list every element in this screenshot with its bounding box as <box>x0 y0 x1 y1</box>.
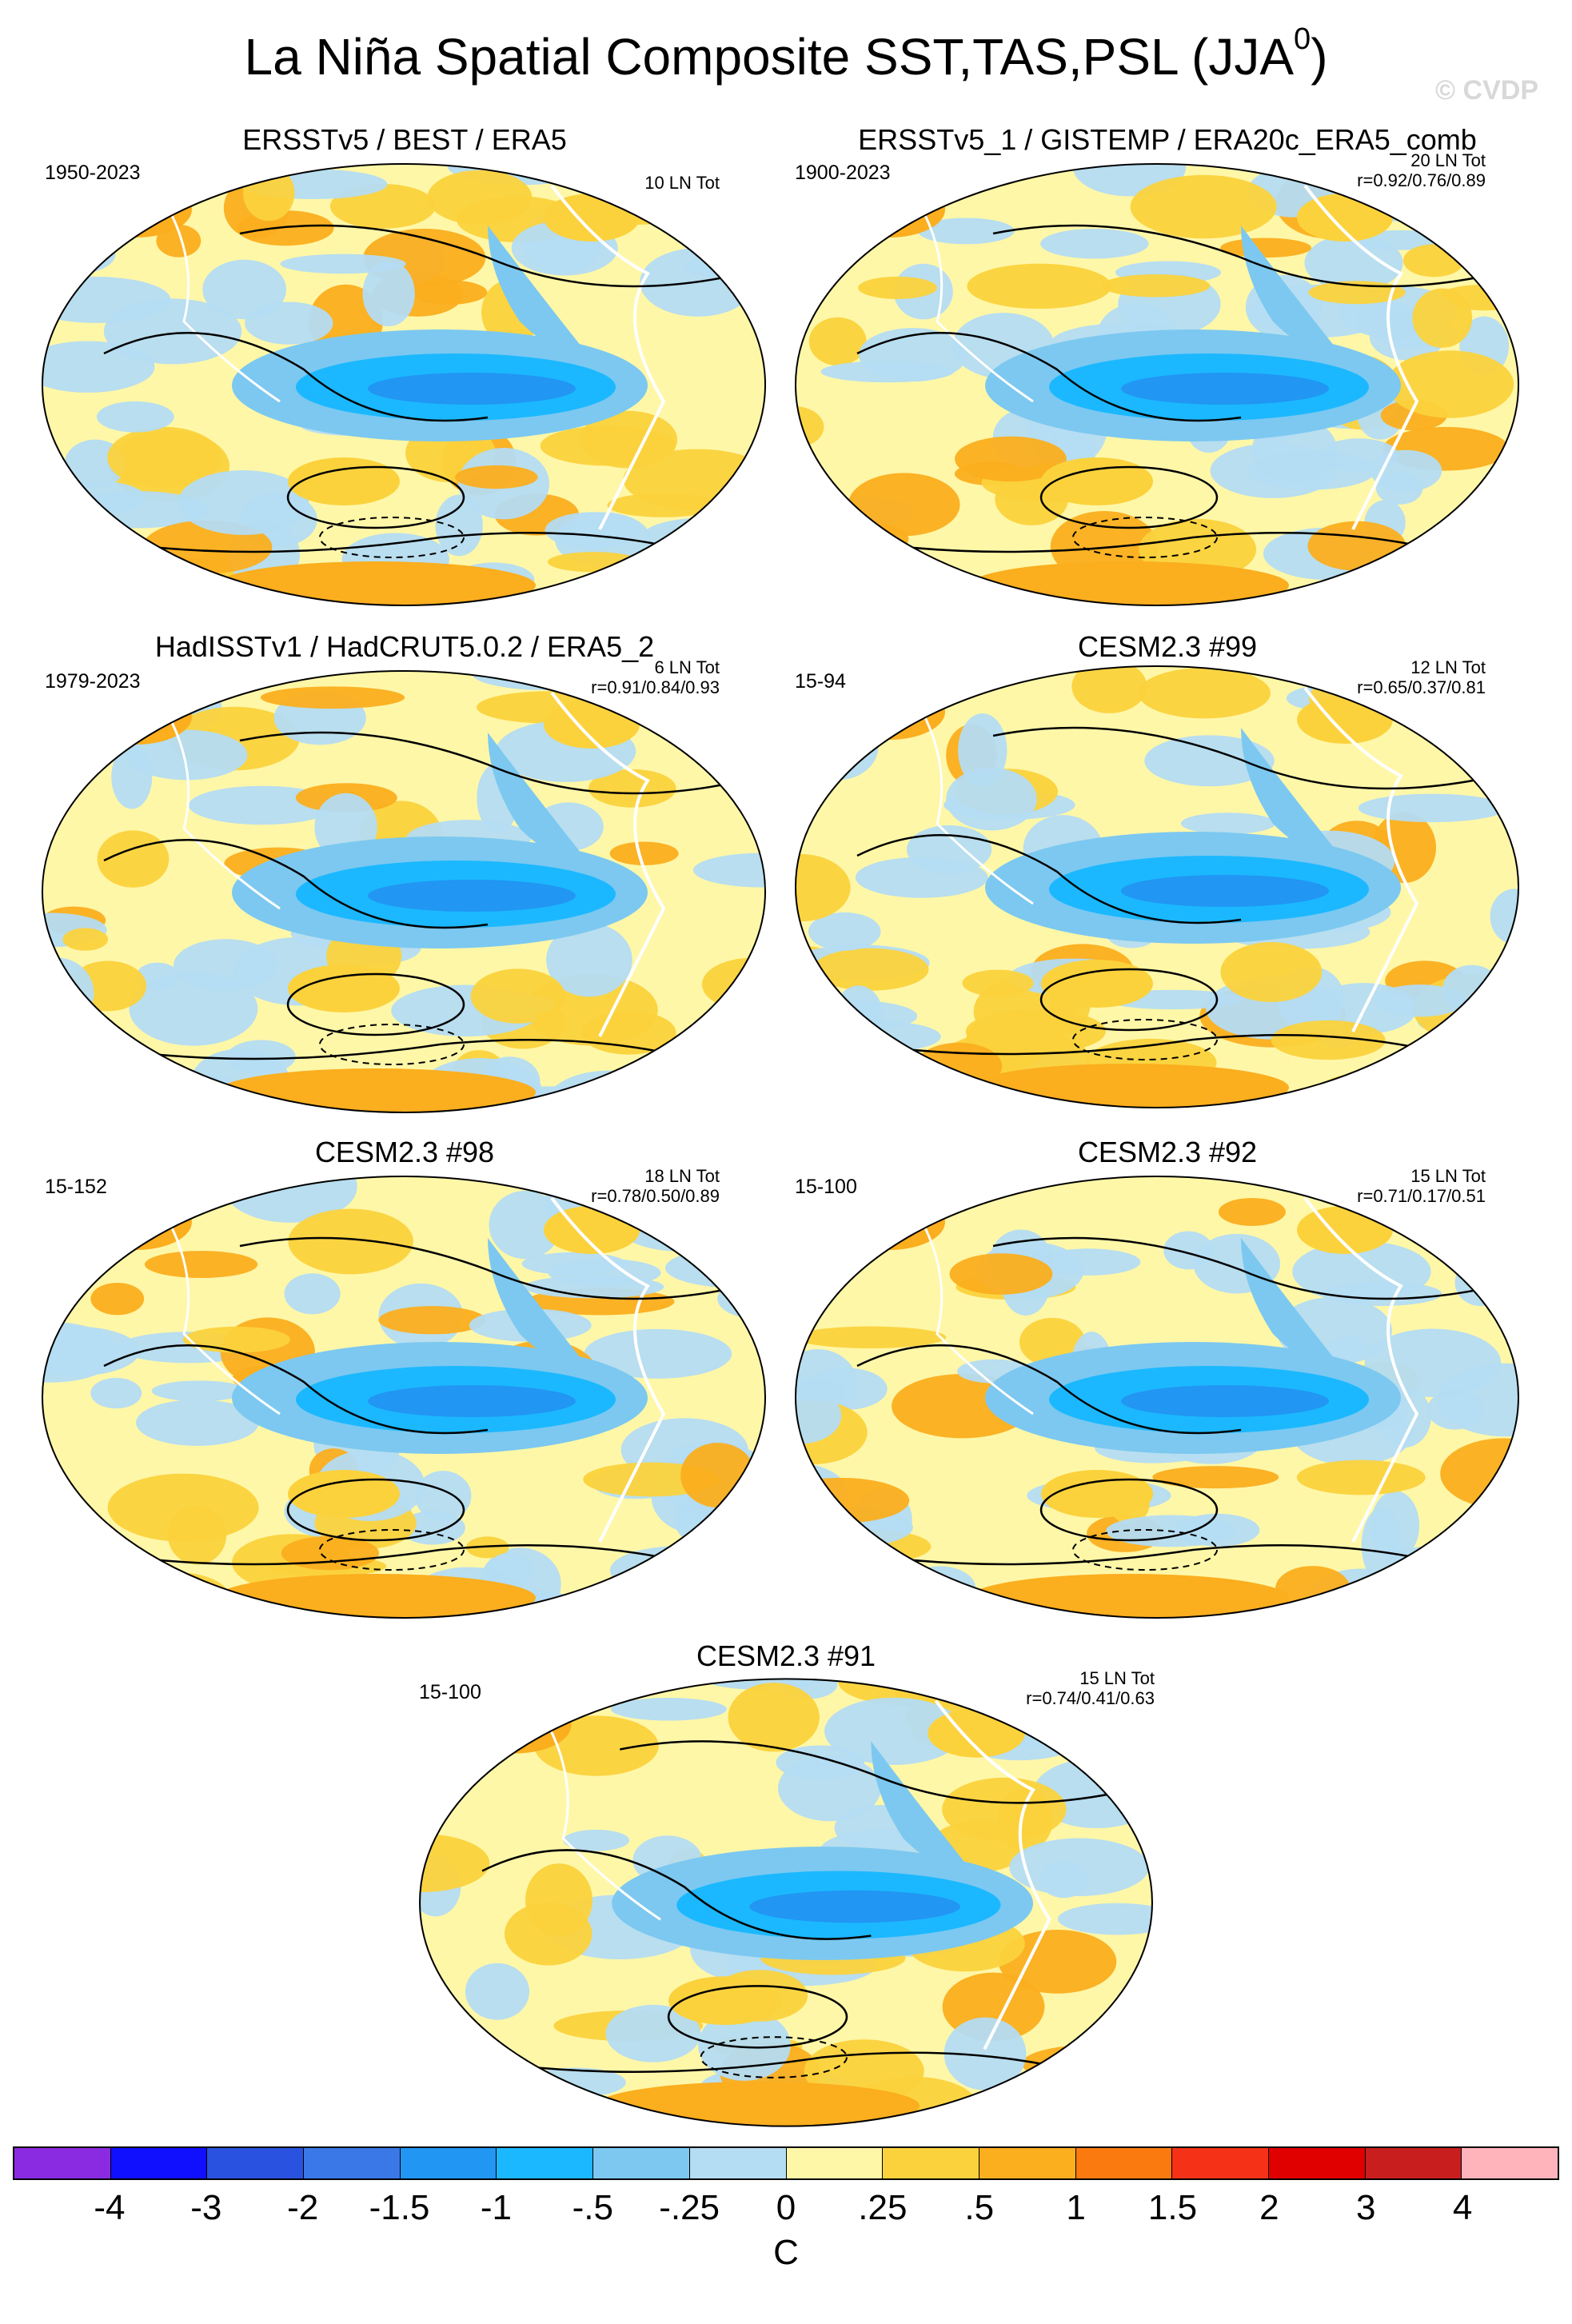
panel-5-title: CESM2.3 #98 <box>314 1136 495 1168</box>
colorbar-tick-label: .5 <box>964 2188 995 2227</box>
colorbar-tick-label: 2 <box>1259 2188 1279 2227</box>
colorbar-tick-label: 3 <box>1356 2188 1376 2227</box>
colorbar-tick-label: 1.5 <box>1147 2188 1198 2227</box>
panel-1-count: 10 LN Tot <box>644 173 720 193</box>
panel-3-years: 1979-2023 <box>45 670 141 693</box>
panel-3-count: 6 LN Tot r=0.91/0.84/0.93 <box>591 657 720 697</box>
colorbar-swatch <box>1268 2148 1366 2178</box>
cvdp-watermark: © CVDP <box>1435 75 1538 106</box>
panel-3-map <box>42 670 766 1113</box>
colorbar-tick-label: .25 <box>858 2188 908 2227</box>
panel-7-count: 15 LN Tot r=0.74/0.41/0.63 <box>1026 1668 1155 1708</box>
colorbar <box>13 2146 1559 2180</box>
panel-6-years: 15-100 <box>795 1176 857 1198</box>
colorbar-swatch <box>593 2148 690 2178</box>
panel-2-map <box>795 163 1519 606</box>
colorbar-swatch <box>883 2148 980 2178</box>
panel-7-title: CESM2.3 #91 <box>696 1639 876 1672</box>
panel-4-count: 12 LN Tot r=0.65/0.37/0.81 <box>1357 657 1486 697</box>
panel-6-title: CESM2.3 #92 <box>1077 1136 1258 1168</box>
colorbar-swatch <box>1365 2148 1462 2178</box>
panel-2-years: 1900-2023 <box>795 162 891 184</box>
colorbar-tick-label: -4 <box>94 2188 126 2227</box>
colorbar-swatch <box>14 2148 111 2178</box>
panel-2-title: ERSSTv5_1 / GISTEMP / ERA20c_ERA5_comb <box>858 123 1477 156</box>
colorbar-swatch <box>207 2148 305 2178</box>
panel-1-map <box>42 163 766 606</box>
colorbar-swatch <box>1462 2148 1558 2178</box>
colorbar-swatch <box>497 2148 594 2178</box>
panel-4-map <box>795 665 1519 1108</box>
panel-6-map <box>795 1176 1519 1619</box>
colorbar-swatch <box>400 2148 497 2178</box>
colorbar-tick-label: -.5 <box>572 2188 613 2227</box>
colorbar-swatch <box>304 2148 401 2178</box>
panel-1-title: ERSSTv5 / BEST / ERA5 <box>242 123 567 156</box>
panel-7-years: 15-100 <box>419 1681 481 1703</box>
colorbar-tick-label: -3 <box>190 2188 222 2227</box>
panel-5-years: 15-152 <box>45 1176 107 1198</box>
panel-1-years: 1950-2023 <box>45 162 141 184</box>
panel-2-count: 20 LN Tot r=0.92/0.76/0.89 <box>1357 150 1486 190</box>
colorbar-tick-label: -2 <box>287 2188 319 2227</box>
panel-5-map <box>42 1176 766 1619</box>
colorbar-swatch <box>1075 2148 1173 2178</box>
colorbar-tick-label: 1 <box>1066 2188 1086 2227</box>
panel-4-title: CESM2.3 #99 <box>1077 630 1258 663</box>
colorbar-unit: C <box>773 2233 799 2272</box>
figure-title: La Niña Spatial Composite SST,TAS,PSL (J… <box>244 22 1328 86</box>
panel-5-count: 18 LN Tot r=0.78/0.50/0.89 <box>591 1166 720 1206</box>
panel-3-title: HadISSTv1 / HadCRUT5.0.2 / ERA5_2 <box>154 630 655 663</box>
colorbar-swatch <box>689 2148 787 2178</box>
panel-4-years: 15-94 <box>795 670 846 693</box>
panel-6-count: 15 LN Tot r=0.71/0.17/0.51 <box>1357 1166 1486 1206</box>
colorbar-tick-label: -.25 <box>659 2188 720 2227</box>
colorbar-swatch <box>786 2148 884 2178</box>
colorbar-tick-label: -1.5 <box>369 2188 430 2227</box>
panel-7-map <box>419 1678 1153 2127</box>
colorbar-swatch <box>979 2148 1076 2178</box>
colorbar-tick-label: 4 <box>1452 2188 1473 2227</box>
colorbar-swatch <box>110 2148 208 2178</box>
colorbar-swatch <box>1172 2148 1269 2178</box>
colorbar-tick-label: -1 <box>480 2188 512 2227</box>
colorbar-tick-label: 0 <box>776 2188 796 2227</box>
